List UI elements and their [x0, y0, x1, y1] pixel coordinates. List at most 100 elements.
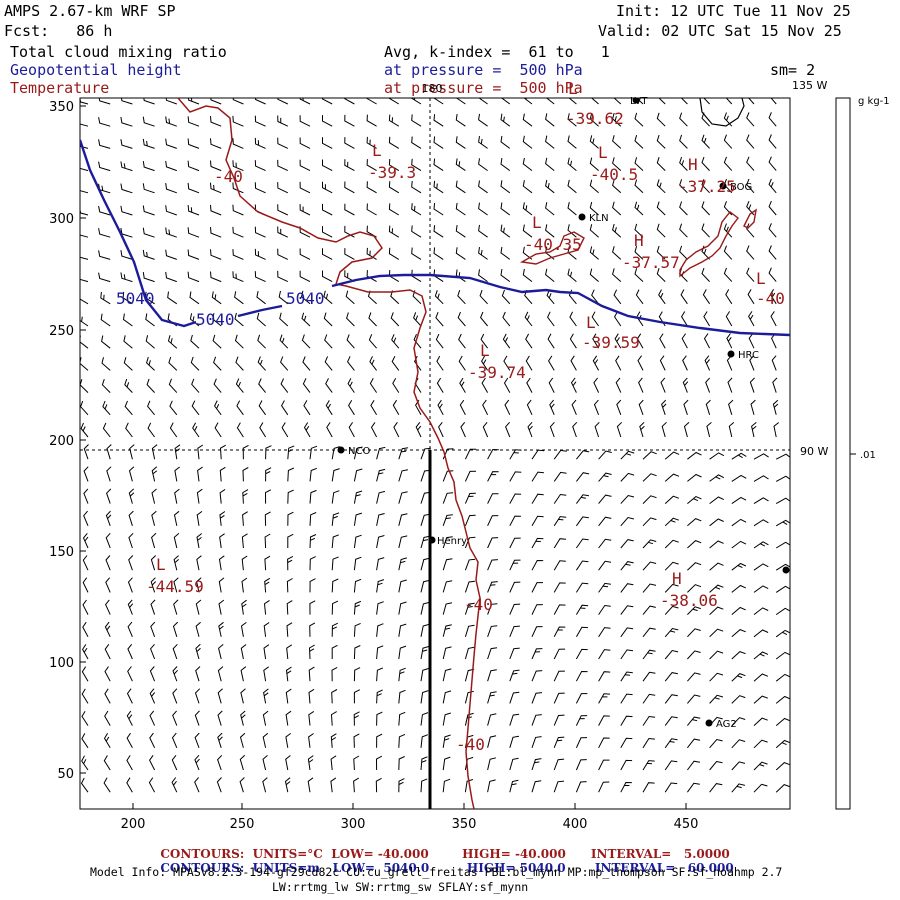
wind-barb: [545, 113, 555, 127]
footer-token: INTERVAL=: [594, 861, 676, 875]
temperature-contour-main: [177, 98, 481, 809]
wind-barb: [80, 335, 89, 349]
wind-barb: [218, 621, 224, 637]
wind-barb: [420, 491, 431, 504]
wind-barb: [210, 160, 222, 172]
wind-barb: [545, 135, 555, 149]
wind-barb: [299, 115, 311, 127]
wind-barb: [171, 777, 178, 793]
wind-barb: [687, 672, 701, 682]
field-cloud-label: Total cloud mixing ratio: [10, 43, 227, 61]
wind-barb: [567, 157, 577, 171]
wind-barb: [642, 715, 656, 726]
wind-barb: [531, 515, 544, 527]
wind-barb: [239, 777, 245, 793]
wind-barb: [309, 556, 316, 571]
footer-token: HIGH=: [466, 861, 516, 875]
wind-barb: [509, 647, 520, 660]
wind-barb: [478, 158, 488, 172]
wind-barb: [102, 422, 111, 438]
wind-barb: [353, 600, 362, 615]
wind-barb: [376, 490, 386, 504]
wind-barb: [703, 98, 710, 105]
wind-barb: [664, 716, 678, 726]
wind-barb: [299, 181, 311, 194]
wind-barb: [664, 495, 680, 504]
wind-barb: [98, 117, 111, 127]
wind-barb: [127, 621, 133, 637]
temperature-contour-closed-a: [519, 231, 585, 265]
wind-barb: [709, 452, 725, 460]
temperature-contour-closed-c: [743, 208, 757, 229]
y-tick-label: 100: [49, 656, 74, 671]
wind-barb: [388, 203, 400, 216]
wind-barb: [679, 245, 688, 260]
wind-barb: [347, 356, 355, 371]
wind-barb: [612, 135, 622, 149]
wind-barb: [411, 225, 422, 238]
wind-barb: [195, 643, 201, 660]
wind-barb: [411, 180, 422, 194]
wind-barb: [615, 355, 622, 371]
model-info: Model Info: MPASv8.2.3-194-gf29cd82c CU:…: [90, 865, 783, 879]
wind-barb: [254, 271, 266, 283]
wind-barb: [442, 756, 451, 771]
wind-barb: [656, 112, 666, 127]
wind-barb: [420, 734, 428, 748]
wind-barb: [368, 312, 377, 327]
wind-barb: [433, 158, 444, 172]
wind-barb: [634, 112, 644, 127]
wind-barb: [642, 451, 657, 460]
wind-barb: [80, 256, 89, 260]
wind-barb: [620, 583, 634, 593]
wind-barb: [398, 756, 405, 771]
wind-barb: [703, 311, 711, 327]
wind-barb: [567, 113, 577, 127]
station-markers: [337, 98, 790, 727]
wind-barb: [146, 378, 155, 393]
wind-barb: [145, 335, 155, 349]
wind-barb: [264, 489, 272, 504]
wind-barb: [487, 559, 498, 571]
wind-barb: [98, 139, 111, 149]
wind-barb: [455, 202, 466, 216]
wind-barb: [259, 422, 267, 438]
wind-barb: [309, 467, 317, 482]
wind-barb: [194, 732, 200, 748]
wind-barb: [598, 560, 612, 571]
wind-barb: [324, 334, 333, 349]
wind-barb: [217, 688, 223, 704]
wind-barb: [500, 269, 511, 283]
wind-barb: [105, 555, 111, 571]
wind-barb: [434, 290, 444, 305]
wind-barb: [664, 605, 679, 615]
wind-barb: [479, 289, 488, 305]
wind-barb: [567, 135, 577, 149]
wind-barb: [142, 272, 155, 283]
wind-barb: [731, 606, 746, 615]
wind-barb: [442, 470, 454, 482]
wind-barb: [232, 115, 244, 127]
wind-barb: [636, 333, 644, 349]
wind-barb: [262, 710, 269, 726]
wind-barb: [522, 113, 533, 127]
wind-barb: [217, 666, 224, 682]
wind-barb: [503, 377, 511, 393]
wind-barb: [196, 533, 203, 549]
footer-token: 60.000: [687, 861, 734, 875]
wind-barb: [299, 270, 311, 283]
wind-barb: [775, 739, 790, 749]
wind-barb: [173, 599, 179, 615]
wind-barb: [211, 291, 222, 305]
wind-barb: [172, 688, 178, 704]
wind-barb: [194, 754, 200, 771]
wind-barb: [664, 782, 678, 793]
wind-barb: [324, 356, 333, 371]
wind-barb: [307, 777, 314, 793]
wind-barb: [725, 289, 733, 305]
wind-barb: [98, 228, 111, 238]
wind-barb: [104, 710, 111, 726]
wind-barb: [80, 379, 89, 393]
temperature-contour-label: -40: [464, 595, 493, 614]
wind-barb: [642, 737, 655, 749]
